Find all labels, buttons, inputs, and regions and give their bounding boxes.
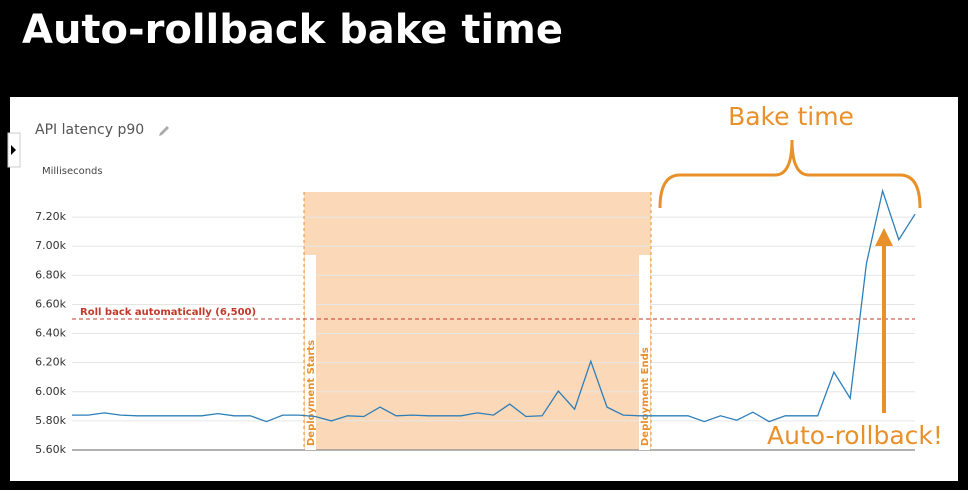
y-tick-label: 6.80k xyxy=(35,268,66,281)
deployment-start-label: Deployment Starts xyxy=(306,340,317,446)
threshold-label: Roll back automatically (6,500) xyxy=(80,307,256,318)
bake-time-brace xyxy=(658,139,922,209)
y-tick-label: 7.20k xyxy=(35,210,66,223)
y-tick-label: 7.00k xyxy=(35,239,66,252)
y-tick-label: 6.60k xyxy=(35,297,66,310)
y-axis-label: Milliseconds xyxy=(42,166,103,177)
y-tick-label: 6.00k xyxy=(35,385,66,398)
latency-line xyxy=(72,188,916,423)
rollback-label: Auto-rollback! xyxy=(767,421,943,450)
edit-icon[interactable] xyxy=(159,126,169,136)
bake-time-label: Bake time xyxy=(728,102,854,131)
deployment-label-bg xyxy=(639,255,650,450)
tab-arrow xyxy=(11,145,16,155)
rollback-arrowhead xyxy=(875,228,893,246)
deployment-label-bg xyxy=(305,255,316,450)
y-tick-label: 6.40k xyxy=(35,327,66,340)
y-tick-label: 5.60k xyxy=(35,443,66,456)
slide-title: Auto-rollback bake time xyxy=(22,7,563,53)
deployment-band xyxy=(304,192,651,450)
y-tick-label: 6.20k xyxy=(35,356,66,369)
deployment-end-label: Deployment Ends xyxy=(640,347,651,446)
y-tick-label: 5.80k xyxy=(35,414,66,427)
chart-title: API latency p90 xyxy=(35,122,144,138)
